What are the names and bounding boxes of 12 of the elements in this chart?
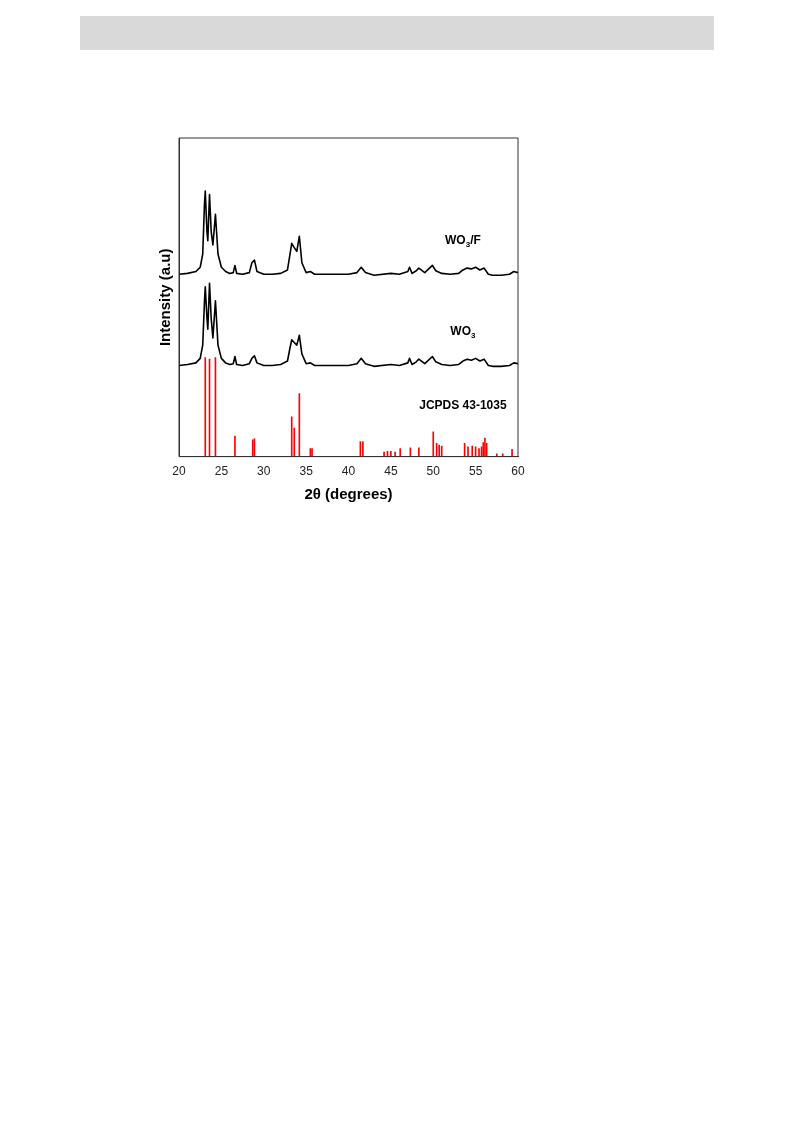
x-tick-label: 45 <box>384 464 398 479</box>
series-label: JCPDS 43-1035 <box>419 397 507 412</box>
x-tick-label: 40 <box>341 464 356 479</box>
x-tick-label: 55 <box>468 464 483 479</box>
x-tick-label: 35 <box>299 464 314 479</box>
x-tick-label: 30 <box>257 464 271 479</box>
x-tick-label: 60 <box>511 464 525 479</box>
x-tick-label: 20 <box>172 464 186 479</box>
x-tick-label: 25 <box>214 464 229 479</box>
x-tick-label: 50 <box>426 464 441 479</box>
x-axis-title: 2θ (degrees) <box>304 485 393 503</box>
y-axis-title: Intensity (a.u) <box>156 248 174 347</box>
